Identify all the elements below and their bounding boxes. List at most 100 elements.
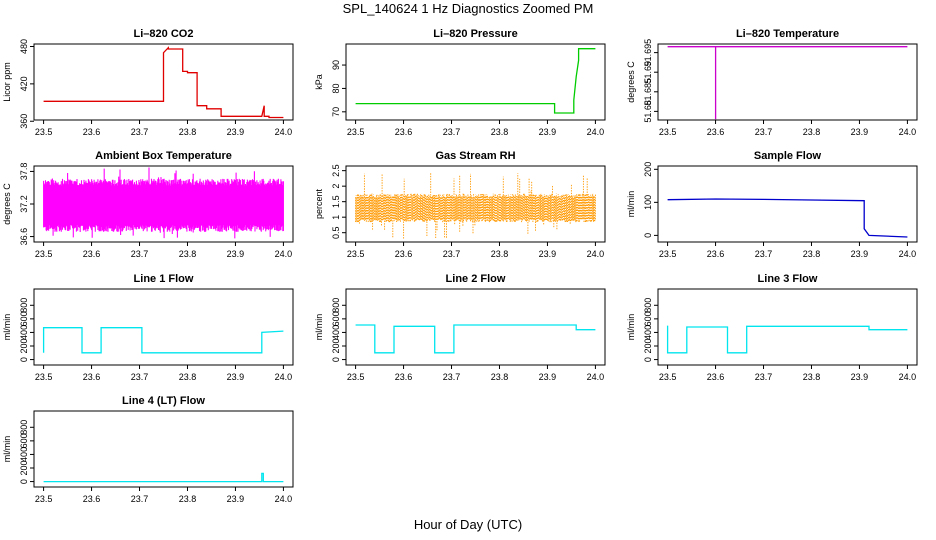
x-tick-label: 23.5 bbox=[659, 127, 677, 137]
y-tick-label: 0 bbox=[643, 357, 653, 362]
x-tick-label: 23.7 bbox=[755, 249, 773, 259]
series-band bbox=[43, 167, 284, 239]
x-tick-label: 23.8 bbox=[179, 494, 197, 504]
x-tick-label: 23.9 bbox=[851, 372, 869, 382]
y-tick-label: 0.5 bbox=[331, 226, 341, 239]
series-line bbox=[355, 48, 596, 114]
x-tick-label: 23.7 bbox=[131, 127, 149, 137]
x-tick-label: 23.6 bbox=[83, 127, 101, 137]
plot-frame bbox=[33, 288, 294, 366]
x-tick-label: 23.5 bbox=[659, 249, 677, 259]
plot-area bbox=[355, 172, 596, 239]
x-tick-label: 23.7 bbox=[443, 127, 461, 137]
y-tick-label: 200 bbox=[643, 338, 653, 353]
x-tick-label: 23.9 bbox=[227, 494, 245, 504]
y-tick-label: 600 bbox=[19, 433, 29, 448]
x-tick-label: 23.8 bbox=[803, 372, 821, 382]
x-tick-label: 23.6 bbox=[395, 127, 413, 137]
y-axis-label: degrees C bbox=[626, 61, 636, 103]
y-axis-label: Licor ppm bbox=[2, 62, 12, 102]
y-tick-label: 400 bbox=[643, 325, 653, 340]
plot-area bbox=[666, 325, 908, 354]
x-tick-label: 24.0 bbox=[587, 249, 605, 259]
x-tick-label: 23.8 bbox=[803, 127, 821, 137]
x-tick-label: 23.6 bbox=[83, 494, 101, 504]
y-axis-label: ml/min bbox=[2, 314, 12, 341]
x-tick-label: 23.6 bbox=[395, 249, 413, 259]
x-tick-label: 23.9 bbox=[227, 372, 245, 382]
x-tick-label: 23.9 bbox=[539, 372, 557, 382]
x-tick-label: 24.0 bbox=[275, 249, 293, 259]
y-tick-label: 200 bbox=[19, 338, 29, 353]
panel-title: Line 1 Flow bbox=[134, 273, 194, 285]
y-axis-label: ml/min bbox=[626, 314, 636, 341]
y-tick-label: 51.685 bbox=[643, 78, 653, 106]
y-tick-label: 480 bbox=[19, 39, 29, 54]
y-axis-label: degrees C bbox=[2, 183, 12, 225]
x-tick-label: 23.9 bbox=[539, 249, 557, 259]
plot-area bbox=[667, 198, 908, 238]
series-line bbox=[666, 325, 908, 354]
x-tick-label: 23.7 bbox=[131, 494, 149, 504]
plot-frame bbox=[657, 288, 918, 366]
plot-frame bbox=[33, 410, 294, 488]
x-tick-label: 23.6 bbox=[83, 372, 101, 382]
figure-title: SPL_140624 1 Hz Diagnostics Zoomed PM bbox=[342, 1, 594, 16]
x-tick-label: 24.0 bbox=[899, 249, 917, 259]
panel-title: Line 3 Flow bbox=[758, 273, 818, 285]
x-tick-label: 23.7 bbox=[443, 372, 461, 382]
y-tick-label: 37.8 bbox=[19, 163, 29, 181]
plot-frame bbox=[345, 43, 606, 121]
x-tick-label: 23.6 bbox=[707, 372, 725, 382]
plot-frame bbox=[657, 43, 918, 121]
y-tick-label: 200 bbox=[331, 338, 341, 353]
x-tick-label: 24.0 bbox=[275, 372, 293, 382]
y-tick-label: 800 bbox=[19, 420, 29, 435]
y-tick-label: 800 bbox=[331, 298, 341, 313]
plot-frame bbox=[33, 43, 294, 121]
panel-title: Li–820 CO2 bbox=[134, 28, 194, 40]
y-tick-label: 600 bbox=[643, 311, 653, 326]
x-tick-label: 23.5 bbox=[347, 127, 365, 137]
y-tick-label: 51.69 bbox=[643, 61, 653, 84]
series-line bbox=[355, 324, 596, 354]
x-tick-label: 23.7 bbox=[443, 249, 461, 259]
x-tick-label: 23.7 bbox=[131, 372, 149, 382]
x-tick-label: 23.5 bbox=[35, 127, 53, 137]
series-line bbox=[43, 472, 284, 483]
panel-title: Gas Stream RH bbox=[435, 150, 515, 162]
y-tick-label: 2 bbox=[331, 184, 341, 189]
x-tick-label: 23.5 bbox=[35, 494, 53, 504]
y-axis-label: ml/min bbox=[626, 191, 636, 218]
x-tick-label: 24.0 bbox=[275, 494, 293, 504]
x-tick-label: 23.6 bbox=[707, 249, 725, 259]
panel-8: Line 2 Flow 23.5 23.6 23.7 23.8 23.9 24.0 0 2004… bbox=[314, 273, 606, 382]
x-tick-label: 23.5 bbox=[347, 372, 365, 382]
x-tick-label: 23.7 bbox=[755, 372, 773, 382]
panel-title: Line 2 Flow bbox=[446, 273, 506, 285]
x-tick-label: 24.0 bbox=[899, 372, 917, 382]
x-tick-label: 23.9 bbox=[227, 127, 245, 137]
x-tick-label: 23.5 bbox=[35, 249, 53, 259]
y-tick-label: 2.5 bbox=[331, 164, 341, 177]
y-tick-label: 600 bbox=[331, 311, 341, 326]
x-tick-label: 23.9 bbox=[539, 127, 557, 137]
y-axis-label: ml/min bbox=[314, 314, 324, 341]
x-tick-label: 24.0 bbox=[587, 127, 605, 137]
plot-area bbox=[43, 472, 284, 483]
plot-area bbox=[355, 324, 596, 354]
plot-area bbox=[42, 327, 284, 354]
plot-frame bbox=[657, 165, 918, 243]
series-band bbox=[355, 172, 596, 239]
panel-1: Li–820 CO2 23.5 23.6 23.7 23.8 23.9 24.0 360 420… bbox=[2, 28, 294, 137]
plot-frame bbox=[345, 288, 606, 366]
y-tick-label: 800 bbox=[19, 298, 29, 313]
y-tick-label: 800 bbox=[643, 298, 653, 313]
x-tick-label: 23.6 bbox=[83, 249, 101, 259]
x-tick-label: 23.8 bbox=[179, 249, 197, 259]
y-tick-label: 1.5 bbox=[331, 195, 341, 208]
y-tick-label: 70 bbox=[331, 107, 341, 117]
series-line bbox=[43, 46, 284, 119]
y-tick-label: 400 bbox=[331, 325, 341, 340]
